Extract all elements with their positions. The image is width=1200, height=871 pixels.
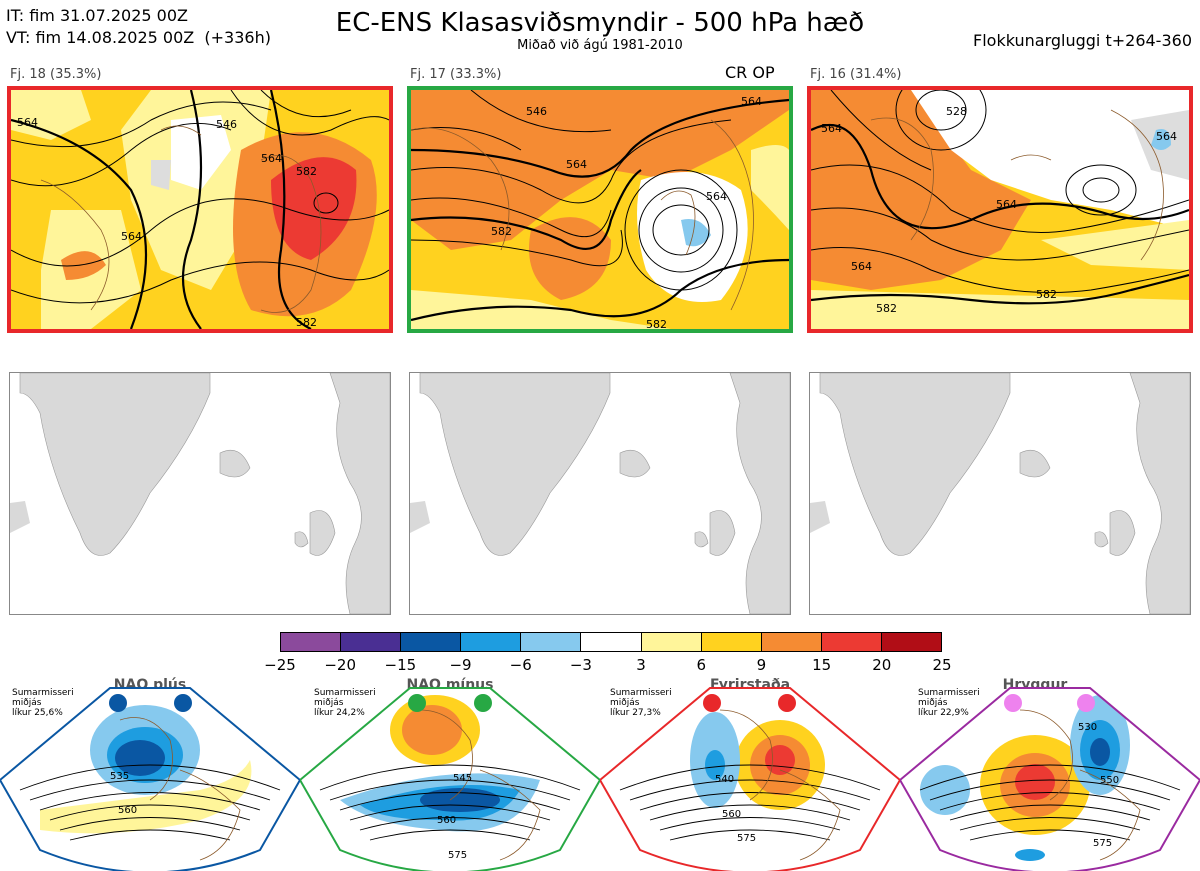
contour-label: 582 xyxy=(1036,288,1057,301)
svg-text:575: 575 xyxy=(448,850,467,861)
empty-map-2 xyxy=(409,372,791,615)
cluster-1-label: Fj. 18 (35.3%) xyxy=(10,67,102,82)
colorbar-swatch xyxy=(701,633,762,651)
page-title: EC-ENS Klasasviðsmyndir - 500 hPa hæð xyxy=(335,8,865,38)
regime-season: Sumarmisseri miðjás líkur 25,6% xyxy=(12,688,74,718)
contour-label: 564 xyxy=(1156,130,1177,143)
colorbar-tick-label: 6 xyxy=(696,656,707,674)
colorbar-tick-label: −3 xyxy=(569,656,592,674)
svg-text:560: 560 xyxy=(118,805,137,816)
contour-label: 564 xyxy=(121,230,142,243)
svg-text:540: 540 xyxy=(715,774,734,785)
contour-label: 564 xyxy=(261,152,282,165)
regime-blocking: Sumarmisseri miðjás líkur 27,3% Fyrirstaða… xyxy=(600,677,900,871)
svg-text:575: 575 xyxy=(737,833,756,844)
header-info: IT: fim 31.07.2025 00Z VT: fim 14.08.2025… xyxy=(6,5,271,49)
colorbar-swatch xyxy=(341,633,402,651)
contour-label: 546 xyxy=(526,105,547,118)
regime-season: Sumarmisseri miðjás líkur 22,9% xyxy=(918,688,980,718)
contour-label: 564 xyxy=(996,198,1017,211)
svg-text:535: 535 xyxy=(110,771,129,782)
colorbar-tick-label: 25 xyxy=(932,656,952,674)
regime-season: Sumarmisseri miðjás líkur 24,2% xyxy=(314,688,376,718)
contour-label: 564 xyxy=(706,190,727,203)
regime-ridge: Sumarmisseri miðjás líkur 22,9% Hryggur xyxy=(900,677,1200,871)
colorbar-tick-label: −9 xyxy=(449,656,472,674)
colorbar-swatch xyxy=(641,633,702,651)
contour-label: 564 xyxy=(566,158,587,171)
colorbar-swatch xyxy=(281,633,342,651)
cluster-2-extra: CR OP xyxy=(725,63,775,82)
page-subtitle: Miðað við ágú 1981-2010 xyxy=(517,38,683,53)
colorbar-swatch xyxy=(821,633,882,651)
svg-text:545: 545 xyxy=(453,773,472,784)
colorbar-swatch xyxy=(881,633,942,651)
svg-text:560: 560 xyxy=(722,809,741,820)
contour-label: 582 xyxy=(296,316,317,329)
regime-nao-minus: Sumarmisseri miðjás líkur 24,2% NAO mínus … xyxy=(300,677,600,871)
contour-label: 564 xyxy=(851,260,872,273)
colorbar-tick-label: −25 xyxy=(264,656,296,674)
colorbar-tick-label: 3 xyxy=(636,656,646,674)
contour-label: 564 xyxy=(741,95,762,108)
empty-map-3 xyxy=(809,372,1191,615)
regime-season: Sumarmisseri miðjás líkur 27,3% xyxy=(610,688,672,718)
initial-time: IT: fim 31.07.2025 00Z xyxy=(6,6,188,25)
valid-time: VT: fim 14.08.2025 00Z (+336h) xyxy=(6,28,271,47)
regime-nao-plus: Sumarmisseri miðjás líkur 25,6% NAO plús 5… xyxy=(0,677,300,871)
colorbar-tick-label: −20 xyxy=(324,656,356,674)
colorbar-tick-label: −6 xyxy=(509,656,532,674)
cluster-1-map: 564 546 564 582 564 582 xyxy=(7,86,393,333)
contour-label: 582 xyxy=(296,165,317,178)
contour-label: 582 xyxy=(646,318,667,329)
cluster-2-map: 546 564 564 564 582 582 xyxy=(407,86,793,333)
colorbar xyxy=(280,632,942,652)
colorbar-swatch xyxy=(461,633,522,651)
contour-label: 564 xyxy=(17,116,38,129)
colorbar-swatch xyxy=(761,633,822,651)
clustering-window: Flokkunargluggi t+264-360 xyxy=(973,31,1192,50)
colorbar-tick-label: 9 xyxy=(756,656,767,674)
contour-label: 582 xyxy=(876,302,897,315)
cluster-3-label: Fj. 16 (31.4%) xyxy=(810,67,902,82)
colorbar-swatch xyxy=(521,633,582,651)
svg-text:530: 530 xyxy=(1078,722,1097,733)
svg-text:550: 550 xyxy=(1100,775,1119,786)
colorbar-tick-label: −15 xyxy=(384,656,417,674)
contour-label: 582 xyxy=(491,225,512,238)
colorbar-swatch xyxy=(401,633,462,651)
svg-text:560: 560 xyxy=(437,815,456,826)
colorbar-tick-label: 20 xyxy=(872,656,892,674)
contour-label: 564 xyxy=(821,122,842,135)
colorbar-swatch xyxy=(581,633,642,651)
cluster-3-map: 564 528 564 564 564 582 582 xyxy=(807,86,1193,333)
svg-text:575: 575 xyxy=(1093,838,1112,849)
colorbar-tick-label: 15 xyxy=(812,656,832,674)
contour-label: 546 xyxy=(216,118,237,131)
cluster-2-label: Fj. 17 (33.3%) xyxy=(410,67,502,82)
contour-label: 528 xyxy=(946,105,967,118)
empty-map-1 xyxy=(9,372,391,615)
